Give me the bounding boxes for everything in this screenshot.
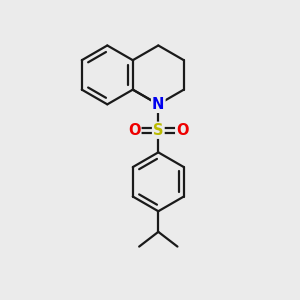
Text: O: O: [128, 123, 140, 138]
Text: S: S: [153, 123, 164, 138]
Text: O: O: [176, 123, 189, 138]
Text: N: N: [152, 97, 164, 112]
